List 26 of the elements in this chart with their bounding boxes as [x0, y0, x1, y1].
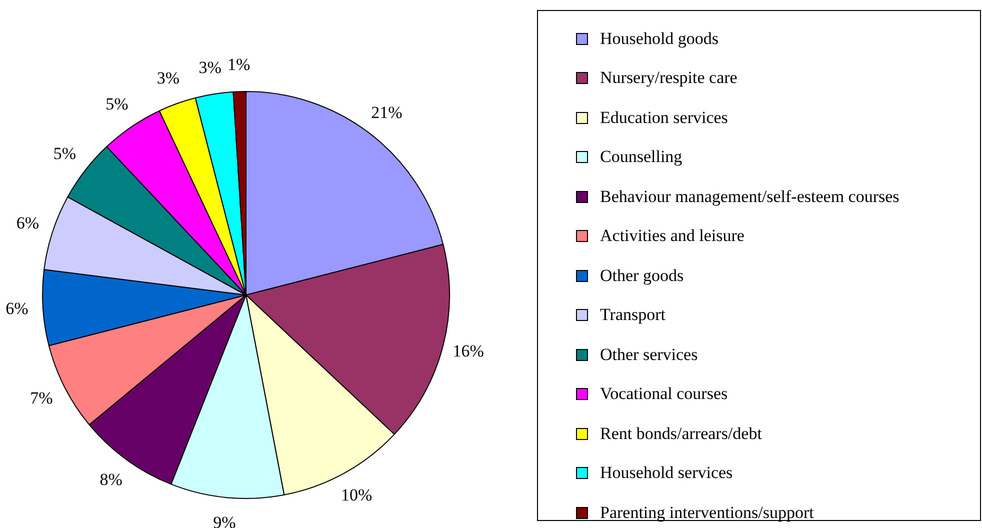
legend-label: Other goods — [600, 266, 684, 286]
legend-label: Rent bonds/arrears/debt — [600, 424, 762, 444]
legend-label: Education services — [600, 108, 728, 128]
legend-label: Nursery/respite care — [600, 68, 738, 88]
data-label: 3% — [198, 58, 222, 77]
data-label: 9% — [213, 512, 236, 528]
data-label: 21% — [371, 103, 402, 122]
data-label: 6% — [16, 214, 40, 233]
data-label: 1% — [227, 55, 250, 74]
legend-label: Behaviour management/self-esteem courses — [600, 186, 900, 207]
legend-label: Other services — [600, 344, 698, 365]
data-label: 5% — [106, 94, 128, 114]
legend-label: Counselling — [600, 147, 682, 168]
legend-label: Transport — [600, 305, 666, 326]
data-label: 7% — [30, 388, 53, 408]
legend-label: Parenting interventions/support — [600, 502, 814, 523]
legend-label: Activities and leisure — [600, 226, 744, 246]
legend-label: Vocational courses — [600, 384, 728, 404]
data-label: 6% — [6, 298, 28, 318]
legend-label: Household goods — [600, 28, 719, 49]
legend-label: Household services — [600, 463, 733, 484]
data-label: 10% — [340, 486, 372, 505]
data-label: 5% — [53, 144, 76, 163]
data-label: 16% — [452, 342, 484, 361]
data-label: 3% — [156, 68, 180, 88]
data-label: 8% — [100, 470, 122, 490]
